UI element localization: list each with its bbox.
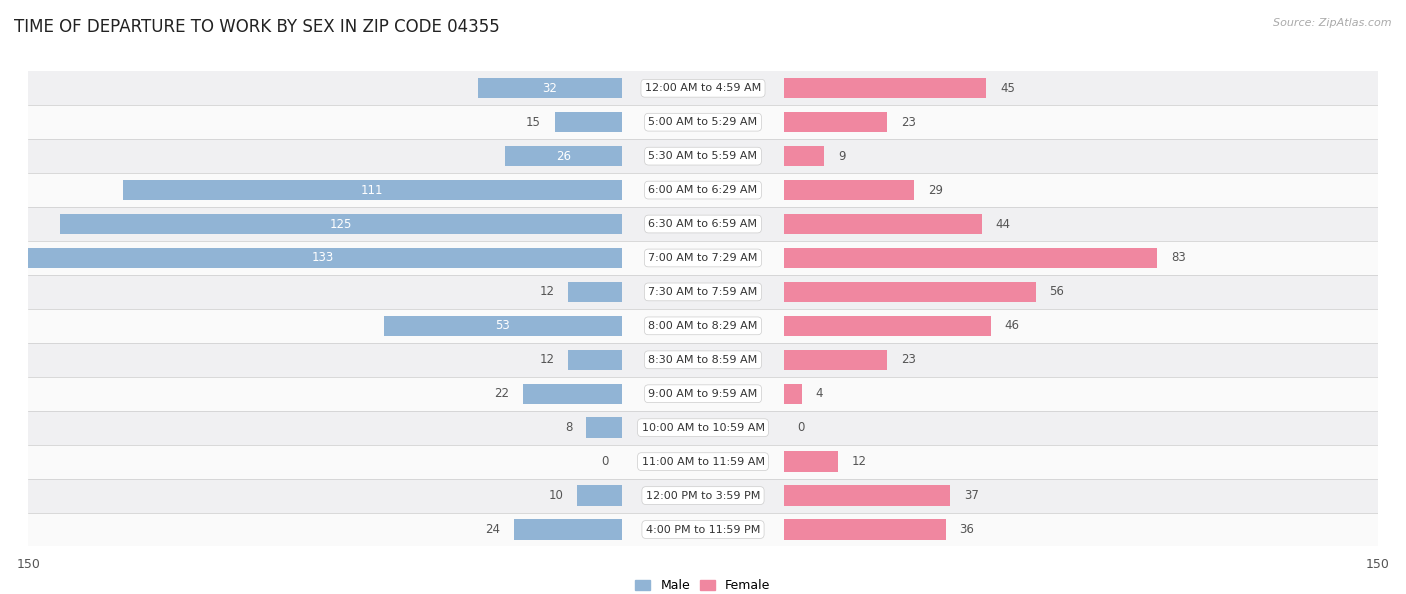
Text: 9: 9 [838,150,845,163]
Bar [478,78,621,99]
Text: 56: 56 [1049,285,1064,298]
Text: 37: 37 [965,489,979,502]
Text: TIME OF DEPARTURE TO WORK BY SEX IN ZIP CODE 04355: TIME OF DEPARTURE TO WORK BY SEX IN ZIP … [14,18,499,36]
Text: 44: 44 [995,217,1011,230]
Text: 45: 45 [1000,82,1015,95]
Bar [28,241,1378,275]
Bar [505,146,621,166]
Text: 4:00 PM to 11:59 PM: 4:00 PM to 11:59 PM [645,525,761,535]
Bar [28,309,1378,343]
Bar [28,207,1378,241]
Text: 10:00 AM to 10:59 AM: 10:00 AM to 10:59 AM [641,423,765,432]
Bar [785,248,1157,268]
Text: 12:00 PM to 3:59 PM: 12:00 PM to 3:59 PM [645,491,761,501]
Text: 12:00 AM to 4:59 AM: 12:00 AM to 4:59 AM [645,83,761,93]
Text: 23: 23 [901,353,915,366]
Bar [28,479,1378,513]
Bar [28,445,1378,479]
Text: 29: 29 [928,184,943,197]
Text: 8: 8 [565,421,572,434]
Text: 8:00 AM to 8:29 AM: 8:00 AM to 8:29 AM [648,321,758,331]
Bar [28,71,1378,105]
Text: 53: 53 [495,320,510,333]
Bar [384,315,621,336]
Text: 26: 26 [555,150,571,163]
Bar [785,350,887,370]
Text: 6:00 AM to 6:29 AM: 6:00 AM to 6:29 AM [648,185,758,195]
Bar [28,275,1378,309]
Bar [28,173,1378,207]
Legend: Male, Female: Male, Female [630,574,776,594]
Bar [568,282,621,302]
Text: 24: 24 [485,523,501,536]
Text: 4: 4 [815,387,823,400]
Bar [785,112,887,132]
Bar [785,315,991,336]
Text: 125: 125 [329,217,352,230]
Bar [28,343,1378,377]
Bar [122,180,621,200]
Bar [576,485,621,505]
Text: 8:30 AM to 8:59 AM: 8:30 AM to 8:59 AM [648,355,758,365]
Bar [785,485,950,505]
Text: 9:00 AM to 9:59 AM: 9:00 AM to 9:59 AM [648,388,758,399]
Text: 111: 111 [361,184,384,197]
Text: 6:30 AM to 6:59 AM: 6:30 AM to 6:59 AM [648,219,758,229]
Text: Source: ZipAtlas.com: Source: ZipAtlas.com [1274,18,1392,28]
Bar [785,146,824,166]
Text: 7:00 AM to 7:29 AM: 7:00 AM to 7:29 AM [648,253,758,263]
Text: 15: 15 [526,116,541,129]
Bar [785,519,946,540]
Bar [568,350,621,370]
Text: 83: 83 [1171,251,1185,264]
Text: 22: 22 [495,387,509,400]
Bar [523,384,621,404]
Text: 5:30 AM to 5:59 AM: 5:30 AM to 5:59 AM [648,151,758,161]
Bar [785,451,838,472]
Bar [785,180,914,200]
Bar [785,384,801,404]
Text: 12: 12 [540,353,554,366]
Text: 0: 0 [602,455,609,468]
Text: 32: 32 [543,82,557,95]
Text: 5:00 AM to 5:29 AM: 5:00 AM to 5:29 AM [648,117,758,127]
Bar [785,214,981,234]
Text: 0: 0 [797,421,804,434]
Bar [785,282,1036,302]
Text: 12: 12 [540,285,554,298]
Text: 10: 10 [548,489,564,502]
Bar [28,377,1378,410]
Bar [24,248,621,268]
Text: 133: 133 [312,251,335,264]
Bar [785,78,987,99]
Text: 7:30 AM to 7:59 AM: 7:30 AM to 7:59 AM [648,287,758,297]
Bar [515,519,621,540]
Bar [28,105,1378,139]
Bar [28,513,1378,546]
Text: 46: 46 [1004,320,1019,333]
Text: 23: 23 [901,116,915,129]
Bar [28,139,1378,173]
Bar [586,418,621,438]
Bar [59,214,621,234]
Bar [28,410,1378,445]
Text: 36: 36 [959,523,974,536]
Text: 12: 12 [852,455,866,468]
Bar [554,112,621,132]
Text: 11:00 AM to 11:59 AM: 11:00 AM to 11:59 AM [641,457,765,467]
